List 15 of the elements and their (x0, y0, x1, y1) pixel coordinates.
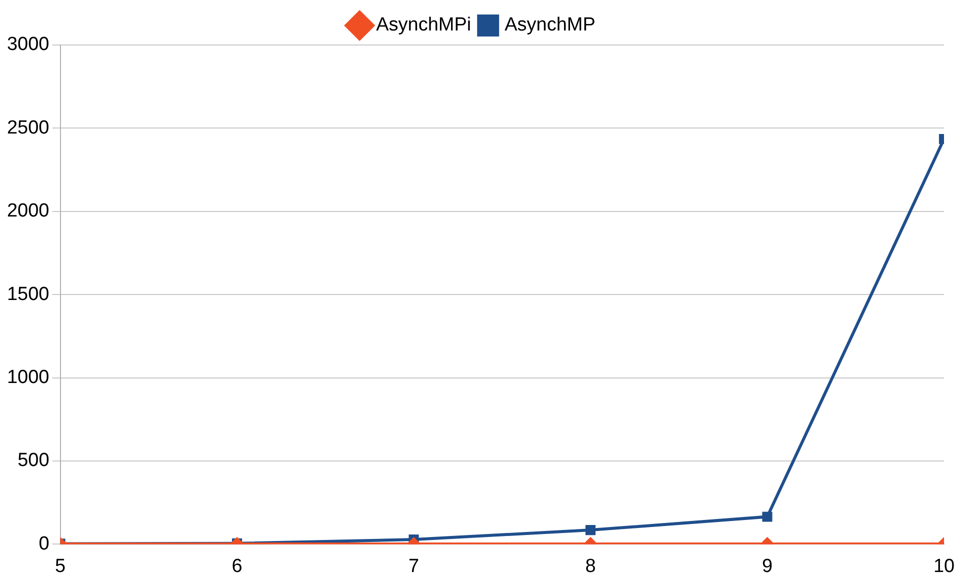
x-tick-label: 10 (933, 556, 955, 577)
x-tick-label: 5 (54, 556, 66, 577)
y-tick-label: 2500 (6, 117, 50, 138)
legend-label: AsynchMP (504, 14, 596, 36)
y-tick-label: 2000 (6, 200, 50, 222)
x-tick-label: 9 (762, 556, 773, 577)
y-tick-label: 1000 (6, 367, 50, 388)
y-tick-label: 1500 (6, 284, 50, 305)
x-tick-label: 6 (232, 556, 242, 577)
legend-label: AsynchMPi (376, 14, 472, 36)
y-tick-label: 500 (18, 450, 50, 472)
y-tick-label: 3000 (6, 34, 50, 56)
x-tick-label: 7 (408, 556, 420, 577)
x-tick-label: 8 (585, 556, 596, 577)
y-tick-label: 0 (38, 533, 50, 554)
